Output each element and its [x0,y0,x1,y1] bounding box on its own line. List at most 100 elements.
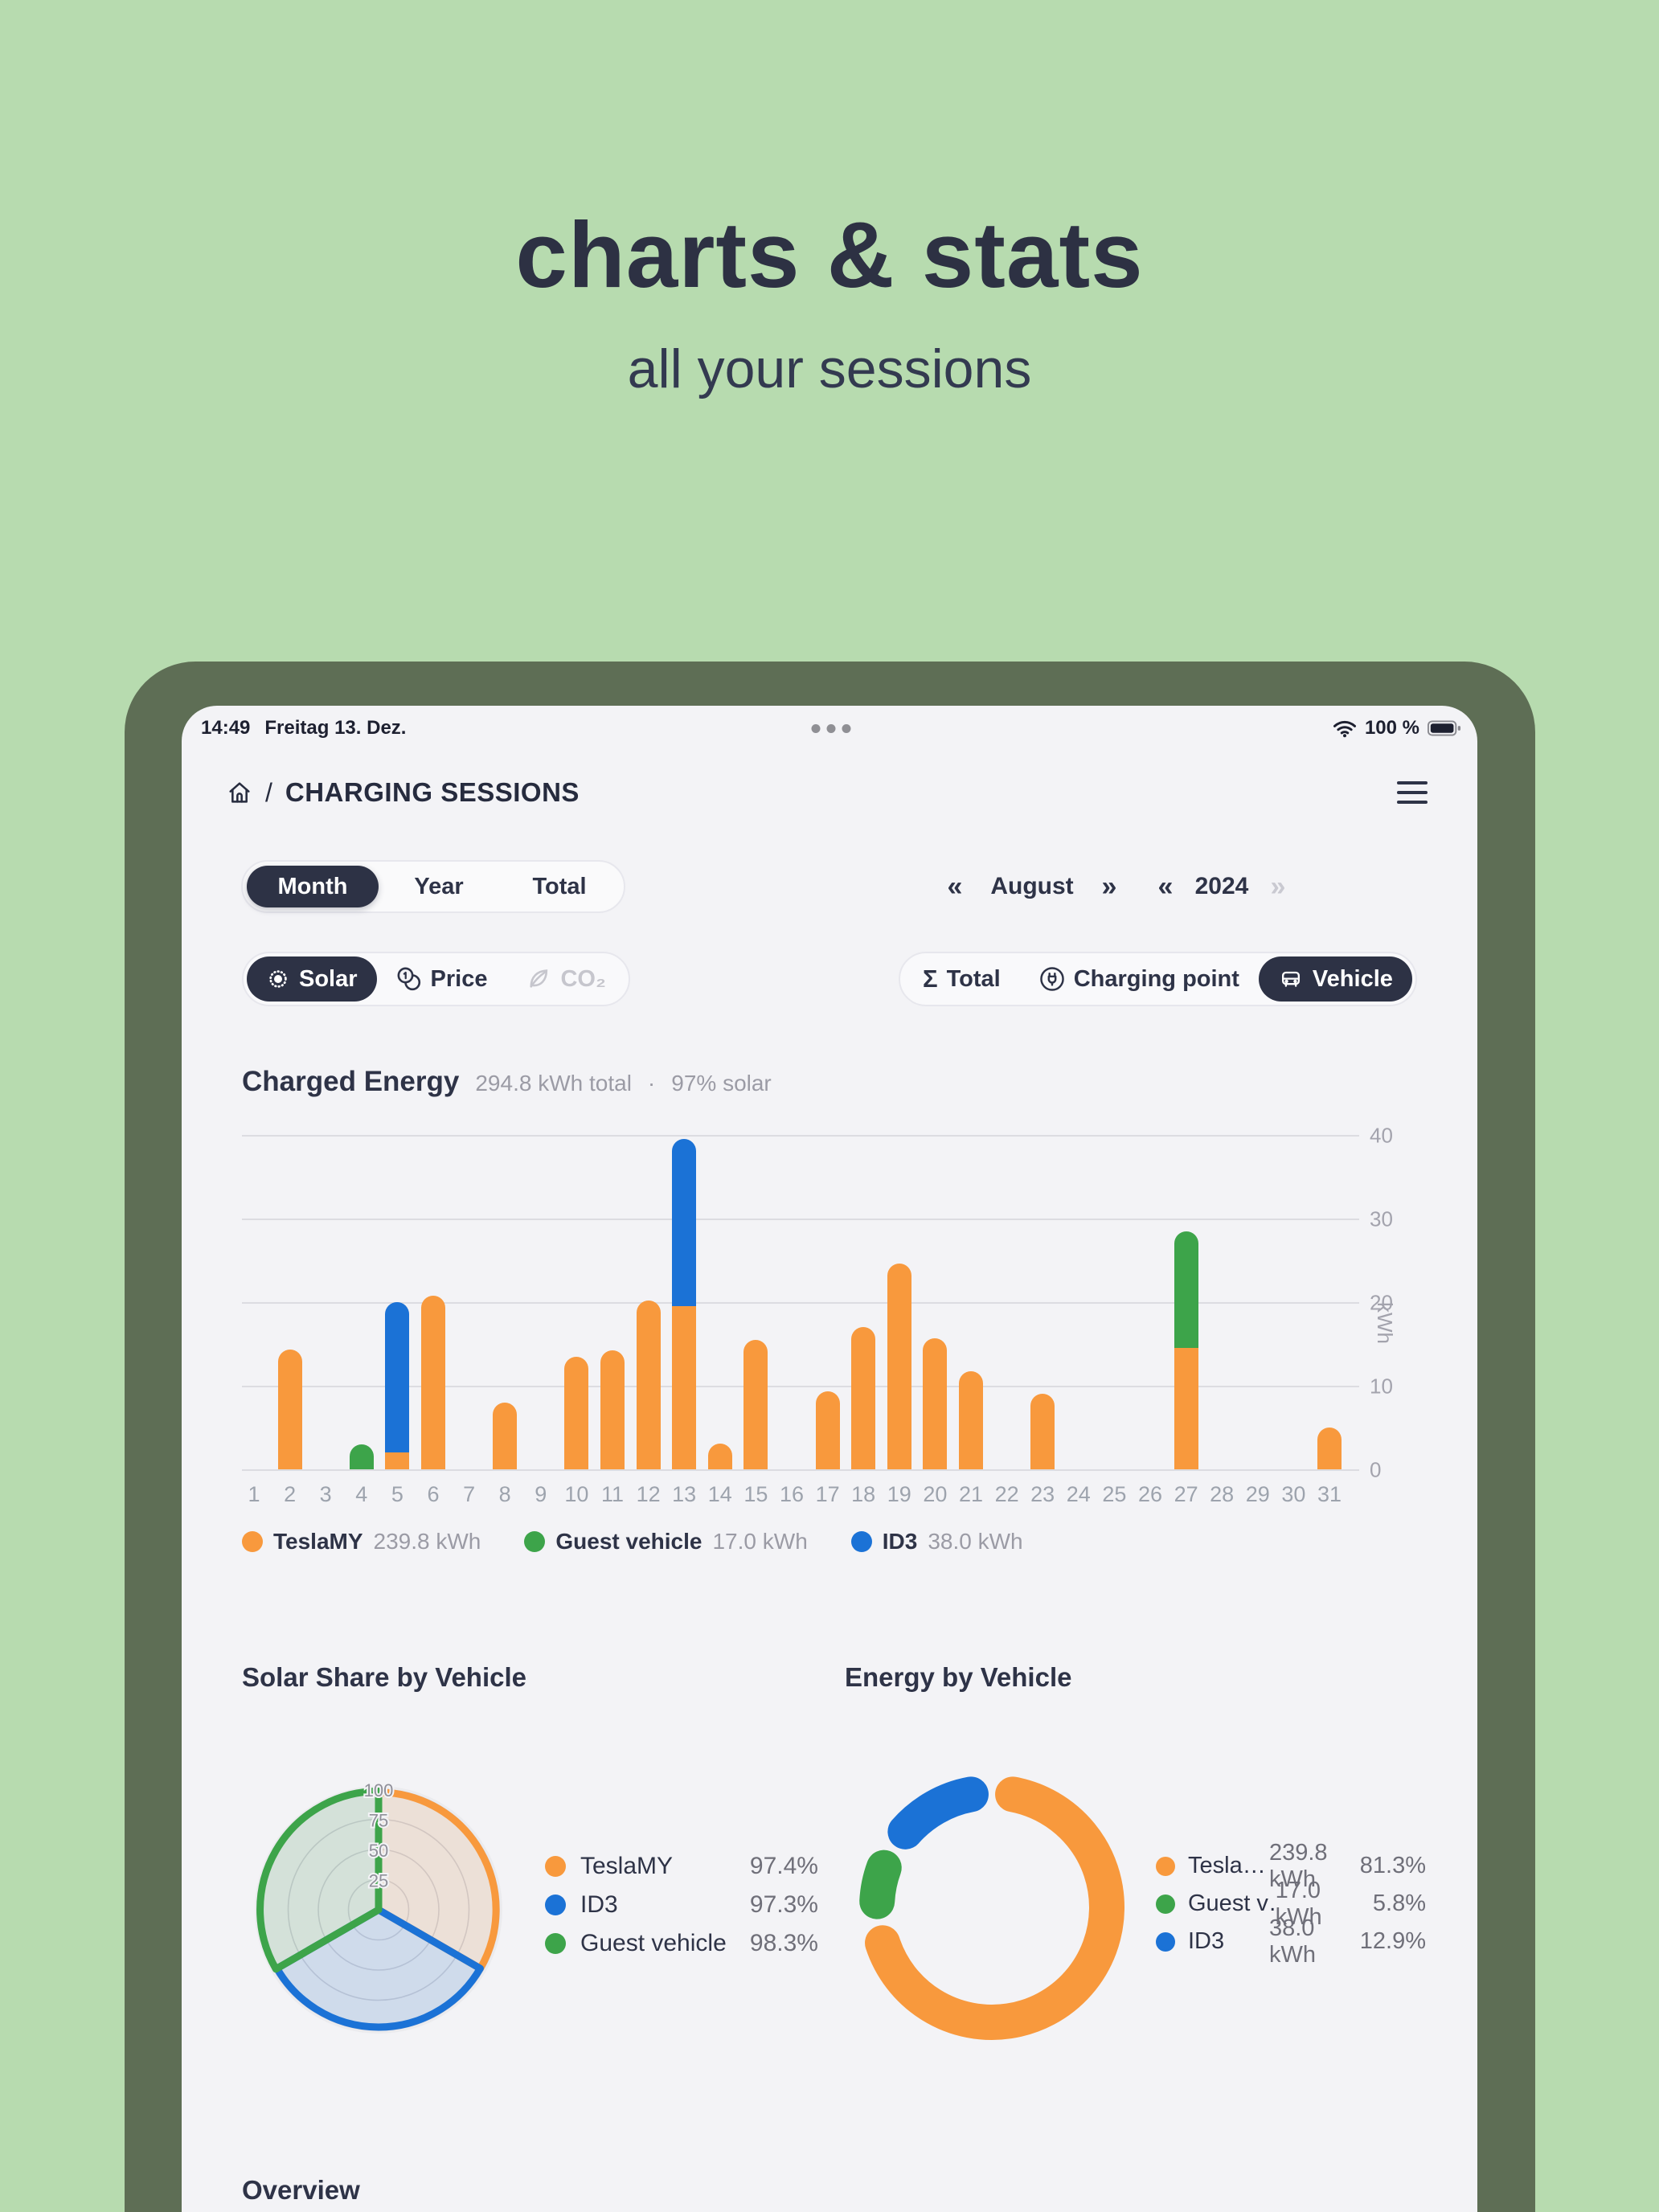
bar-segment-teslamy [707,1443,732,1469]
bar-day-5[interactable] [385,1302,410,1469]
solar-share-polar-chart: 100 75 50 25 [256,1779,500,2031]
x-axis-label-22: 22 [994,1482,1019,1506]
x-axis-label-7: 7 [463,1482,476,1506]
x-axis-label-26: 26 [1137,1482,1163,1506]
next-month-button[interactable]: » [1101,870,1117,902]
bar-segment-id3 [672,1139,697,1307]
gridline-10 [242,1386,1359,1387]
hamburger-menu-icon[interactable] [1397,781,1428,804]
bar-day-31[interactable] [1317,1428,1342,1469]
bar-segment-teslamy [923,1337,948,1469]
x-axis-label-16: 16 [779,1482,805,1506]
tab-total[interactable]: Total [532,874,587,899]
x-axis-label-15: 15 [743,1482,768,1506]
app-header: / CHARGING SESSIONS [227,773,1428,812]
legend-series-name: TeslaMY [273,1529,363,1554]
x-axis-label-24: 24 [1066,1482,1091,1506]
bar-day-2[interactable] [277,1350,302,1469]
wifi-icon [1333,719,1357,738]
status-bar: 14:49 Freitag 13. Dez. 100 % [201,714,1461,743]
tab-month[interactable]: Month [247,866,379,907]
donut-segment-id3[interactable] [887,1776,989,1849]
polar-sector-id3[interactable] [273,1906,484,2031]
x-axis-label-5: 5 [391,1482,403,1506]
bar-day-27[interactable] [1174,1231,1198,1469]
prev-year-button[interactable]: « [1157,870,1174,902]
bar-day-11[interactable] [600,1350,625,1469]
legend-dot [1156,1856,1175,1876]
x-axis-label-4: 4 [355,1482,368,1506]
bar-day-10[interactable] [564,1356,589,1469]
bar-day-18[interactable] [851,1327,876,1469]
solar-share-legend-item-teslamy: TeslaMY 97.4% [545,1847,818,1886]
chip-solar[interactable]: Solar [247,956,377,1002]
bar-day-20[interactable] [923,1337,948,1469]
metric-filter-group: Solar Price [242,952,630,1006]
grouping-filter-group: Σ Total Charging point [899,952,1417,1006]
legend-dot [545,1856,566,1877]
solar-share-legend: TeslaMY 97.4% ID3 97.3% Guest vehicle 98.3% [545,1847,818,1963]
bar-day-12[interactable] [636,1300,661,1469]
bar-day-8[interactable] [493,1402,518,1469]
period-navigation: « August » « 2024 » [937,866,1307,907]
gridline-30 [242,1219,1359,1220]
bar-day-4[interactable] [349,1444,374,1469]
y-axis-labels: 0 10 20 30 40 [1370,1124,1442,1482]
current-month-label: August [990,873,1074,899]
home-icon[interactable] [227,780,252,805]
legend-item-id3: ID3 38.0 kWh [850,1529,1023,1555]
charging-point-icon [1039,966,1065,992]
x-axis-label-31: 31 [1317,1482,1342,1506]
polar-ring-label-25: 25 [369,1871,388,1891]
bar-segment-teslamy [1174,1348,1198,1469]
legend-solar-percentage: 98.3% [749,1930,818,1956]
hero-banner: charts & stats all your sessions [0,201,1659,400]
chip-label: Solar [299,965,358,992]
x-axis-label-1: 1 [248,1482,260,1506]
chip-total[interactable]: Σ Total [903,956,1020,1002]
chip-charging-point[interactable]: Charging point [1020,956,1259,1002]
tab-year[interactable]: Year [414,874,464,899]
bar-day-14[interactable] [707,1443,732,1469]
bar-segment-teslamy [887,1264,911,1469]
status-date: Freitag 13. Dez. [264,717,407,739]
y-axis-tick-10: 10 [1370,1374,1393,1399]
bar-day-6[interactable] [421,1295,445,1469]
bar-segment-teslamy [636,1300,661,1469]
legend-dot [545,1933,566,1954]
bar-segment-guest-vehicle [349,1444,374,1469]
page-title: charts & stats [515,203,1144,307]
chip-co2[interactable]: CO₂ [506,956,625,1002]
bar-segment-teslamy [743,1339,768,1469]
sun-icon [266,967,290,991]
prev-month-button[interactable]: « [947,870,963,902]
chip-label: Vehicle [1312,965,1393,992]
chip-vehicle[interactable]: Vehicle [1258,956,1412,1002]
bar-day-23[interactable] [1030,1394,1055,1469]
legend-energy-percentage: 12.9% [1359,1928,1426,1954]
x-axis-label-13: 13 [672,1482,697,1506]
chart-total-label: 294.8 kWh total [475,1071,632,1096]
bar-day-19[interactable] [887,1264,911,1469]
legend-series-total: 239.8 kWh [373,1529,481,1554]
battery-icon [1428,720,1461,736]
y-axis-tick-20: 20 [1370,1290,1393,1315]
bar-segment-guest-vehicle [1174,1231,1198,1349]
polar-sector-guest-vehicle[interactable] [256,1788,383,1973]
x-axis-label-19: 19 [887,1482,911,1506]
chip-price[interactable]: Price [377,956,507,1002]
legend-series-total: 17.0 kWh [712,1529,808,1554]
solar-share-legend-item-guest-vehicle: Guest vehicle 98.3% [545,1924,818,1963]
next-year-button[interactable]: » [1270,870,1286,902]
x-axis-label-23: 23 [1030,1482,1055,1506]
bar-day-13[interactable] [672,1139,697,1469]
chart-header: Charged Energy 294.8 kWh total · 97% sol… [242,1066,772,1098]
coins-icon [396,966,422,992]
multitask-dots-icon [811,723,851,733]
donut-segment-guest-v[interactable] [859,1849,902,1919]
bar-day-17[interactable] [815,1391,840,1469]
bar-day-21[interactable] [959,1371,983,1469]
donut-segment-tesla[interactable] [865,1776,1124,2040]
bar-day-15[interactable] [743,1339,768,1469]
solar-share-legend-item-id3: ID3 97.3% [545,1886,818,1924]
